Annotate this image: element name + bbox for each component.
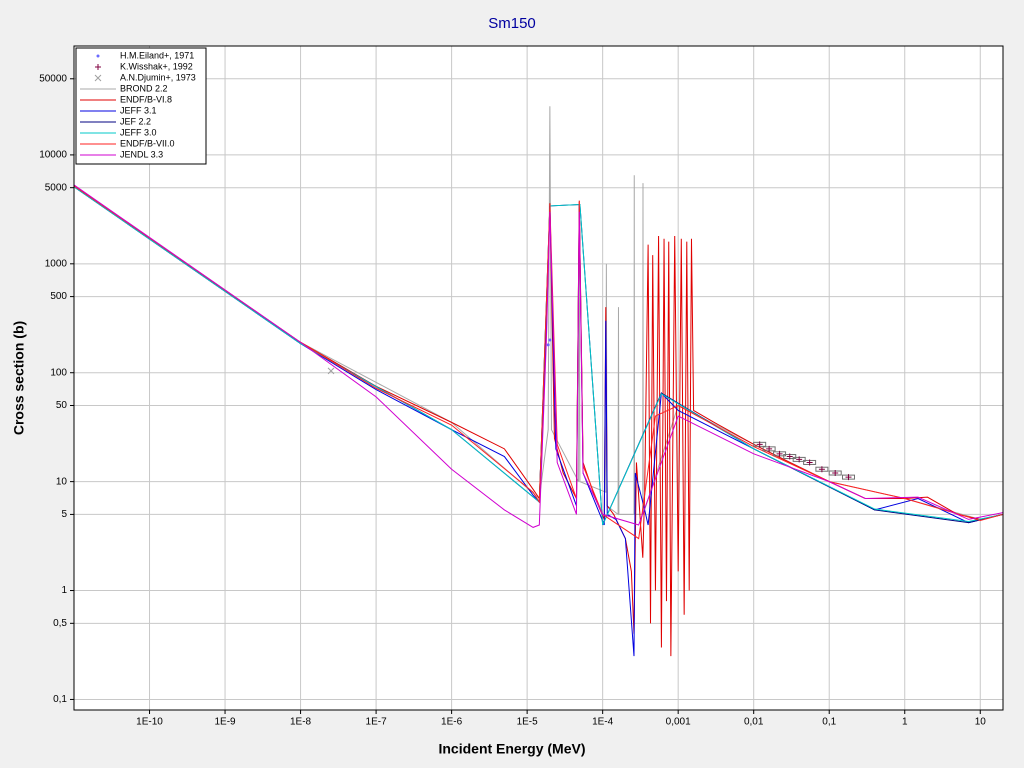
data-point [546, 343, 550, 347]
plot-frame [73, 45, 1004, 711]
legend-swatch [95, 64, 101, 70]
x-tick-label: 1E-7 [366, 717, 388, 728]
legend-label: ENDF/B-VI.8 [120, 94, 172, 104]
legend-label: JEFF 3.0 [120, 127, 157, 137]
x-tick-label: 0,1 [822, 717, 836, 728]
data-point [796, 456, 803, 463]
y-tick-label: 500 [50, 291, 67, 302]
y-tick-label: 50000 [39, 73, 67, 84]
data-point [766, 445, 773, 452]
y-tick-label: 10000 [39, 150, 67, 161]
y-tick-label: 5000 [45, 182, 68, 193]
plot-area [74, 46, 1003, 710]
x-tick-label: 1E-8 [290, 717, 312, 728]
y-axis-label: Cross section (b) [11, 321, 27, 435]
x-axis-label: Incident Energy (MeV) [438, 741, 585, 757]
x-tick-label: 10 [975, 717, 987, 728]
y-tick-label: 50 [56, 400, 68, 411]
data-line [74, 106, 1003, 520]
legend-label: JENDL 3.3 [120, 149, 163, 159]
x-tick-label: 0,01 [744, 717, 764, 728]
legend-label: JEF 2.2 [120, 116, 151, 126]
x-tick-label: 1E-5 [517, 717, 539, 728]
x-tick-label: 1E-9 [214, 717, 236, 728]
y-tick-label: 1 [61, 585, 67, 596]
chart-title: Sm150 [488, 15, 536, 32]
data-point [806, 459, 813, 466]
legend-label: H.M.Eiland+, 1971 [120, 50, 194, 60]
legend-label: JEFF 3.1 [120, 105, 157, 115]
legend-swatch [96, 54, 100, 58]
x-tick-label: 1E-10 [136, 717, 163, 728]
x-tick-label: 1E-4 [592, 717, 614, 728]
legend-label: A.N.Djumin+, 1973 [120, 72, 196, 82]
data-line [74, 186, 1003, 526]
y-tick-label: 0,1 [53, 694, 67, 705]
data-point [786, 453, 793, 460]
data-point [818, 466, 825, 473]
x-tick-label: 1E-6 [441, 717, 463, 728]
y-tick-label: 5 [61, 509, 67, 520]
data-point [548, 338, 552, 342]
plot-layer [74, 106, 1003, 657]
x-tick-label: 1 [902, 717, 908, 728]
y-tick-label: 1000 [45, 258, 68, 269]
data-point [327, 367, 335, 375]
legend-label: ENDF/B-VII.0 [120, 138, 175, 148]
legend-label: BROND 2.2 [120, 83, 168, 93]
data-line [74, 184, 1003, 528]
y-tick-label: 0,5 [53, 618, 67, 629]
legend-swatch [94, 74, 102, 82]
y-tick-label: 100 [50, 367, 67, 378]
x-tick-label: 0,001 [666, 717, 691, 728]
data-point [845, 474, 852, 481]
data-point [756, 441, 763, 448]
data-point [832, 470, 839, 477]
data-point [776, 450, 783, 457]
y-tick-label: 10 [56, 476, 68, 487]
legend-label: K.Wisshak+, 1992 [120, 61, 193, 71]
